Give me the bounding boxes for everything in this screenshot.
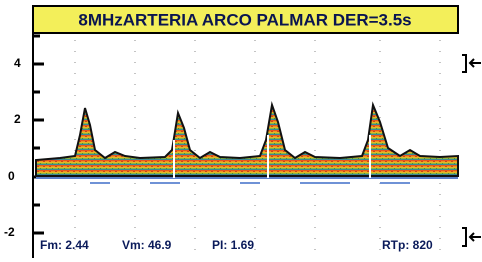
y-tick-label: -2 bbox=[4, 225, 15, 239]
y-tick-label: 0 bbox=[8, 169, 15, 183]
y-ticks bbox=[33, 36, 44, 233]
scale-marker bbox=[462, 55, 481, 246]
doppler-screen: 8MHzARTERIA ARCO PALMAR DER=3.5s 4 2 0 -… bbox=[0, 0, 482, 262]
stat-rtp: RTp: 820 bbox=[382, 238, 433, 252]
reverse-flow bbox=[90, 182, 410, 184]
header-title: 8MHzARTERIA ARCO PALMAR DER=3.5s bbox=[78, 10, 411, 29]
stat-pi: PI: 1.69 bbox=[212, 238, 254, 252]
y-tick-label: 2 bbox=[14, 112, 21, 126]
y-tick-label: 4 bbox=[14, 56, 21, 70]
stat-fm: Fm: 2.44 bbox=[40, 238, 89, 252]
stat-vm: Vm: 46.9 bbox=[122, 238, 172, 252]
doppler-spectrum bbox=[36, 105, 458, 176]
